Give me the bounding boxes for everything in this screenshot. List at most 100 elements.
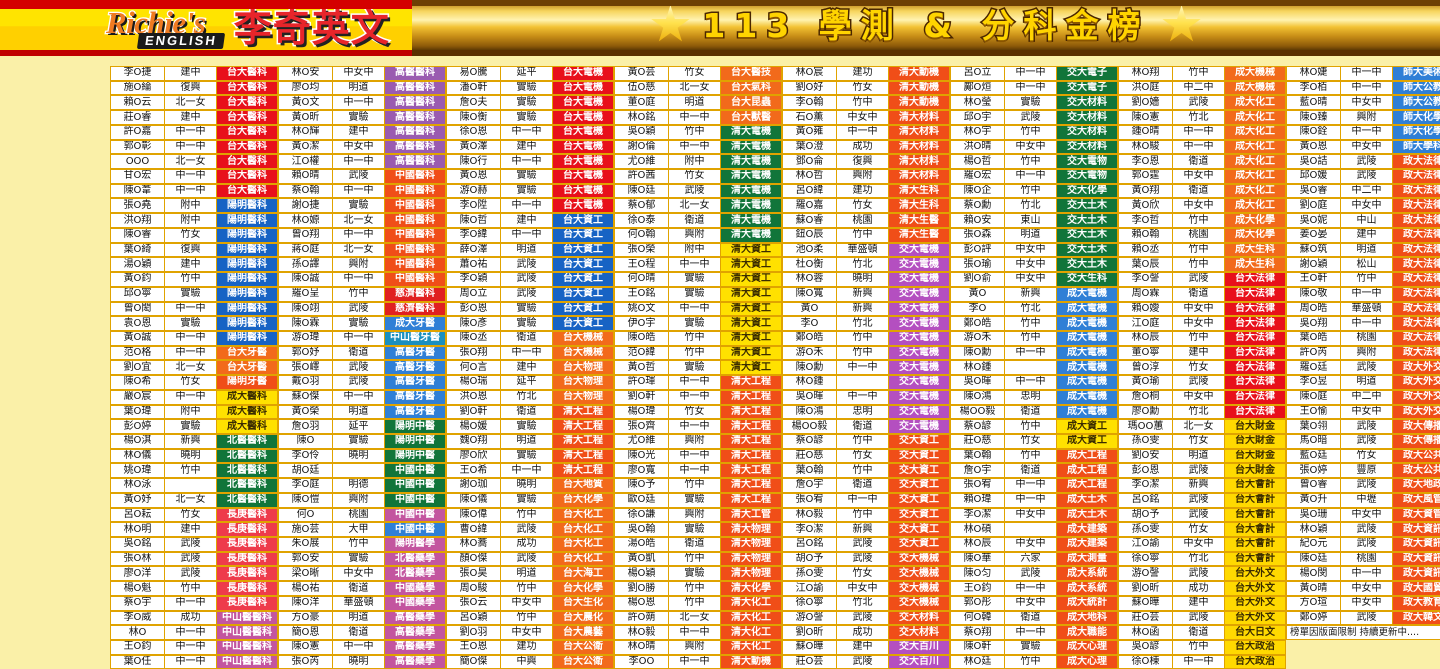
table-row: 陳O鴻 忠明 成大電機 (950, 389, 1118, 405)
student-name: 鄭O婷 (1286, 610, 1340, 626)
table-row: 詹O宇 衛道 交大資工 (782, 478, 950, 493)
student-name: 楊O瑋 (614, 404, 668, 420)
student-name: 黃O昕 (278, 110, 332, 125)
student-school: 中女中 (1340, 595, 1392, 611)
student-school: 中一中 (164, 345, 216, 361)
student-school: 中女中 (1004, 272, 1056, 287)
student-name: 游O赫 (446, 183, 500, 199)
table-row: 廖O均 明道 高醫醫科 (278, 80, 446, 96)
student-school: 中一中 (332, 389, 384, 405)
student-name: 呂O銘 (1118, 492, 1172, 508)
student-school: 中女中 (332, 566, 384, 582)
admitted-department-badge: 中山醫醫科 (216, 610, 278, 626)
student-school: 武陵 (1172, 375, 1224, 390)
student-name: 瑪OO蕙 (1118, 419, 1172, 434)
student-name: 黃O升 (1286, 492, 1340, 508)
admitted-department-badge: 師大公教 (1392, 80, 1440, 96)
student-name: 林O駿 (1118, 139, 1172, 155)
student-name: 陳O睿 (110, 227, 164, 243)
student-school (164, 478, 216, 493)
student-school: 中女中 (332, 66, 384, 81)
admitted-department-badge: 政大韓文 (1392, 610, 1440, 626)
student-name: 黃O (950, 286, 1004, 302)
admitted-department-badge: 高醫醫科 (384, 66, 446, 81)
brand-logo-english: Richie's ENGLISH (105, 6, 225, 49)
student-school: 竹北 (1172, 551, 1224, 567)
admitted-department-badge: 交大資工 (888, 492, 950, 508)
admitted-department-badge: 台大法律 (1224, 404, 1286, 420)
student-school: 衛道 (1004, 463, 1056, 479)
student-school: 中女中 (1004, 537, 1056, 552)
admitted-department-badge: 台大農化 (552, 610, 614, 626)
student-name: 張O婷 (1286, 463, 1340, 479)
admitted-department-badge: 台大化學 (552, 492, 614, 508)
admitted-department-badge: 北醫醫科 (216, 433, 278, 449)
table-row: 陳O彥 實驗 台大資工 (446, 316, 614, 331)
table-row: 范O格 中一中 台大牙醫 (110, 345, 278, 361)
student-name: 魏O翔 (446, 433, 500, 449)
admitted-department-badge: 成大電機 (1056, 286, 1118, 302)
admitted-department-badge: 陽明醫科 (216, 316, 278, 331)
admitted-department-badge: 台大機械 (552, 330, 614, 346)
student-school: 中一中 (668, 257, 720, 273)
student-school: 建中 (1340, 227, 1392, 243)
admitted-department-badge: 台大醫科 (216, 110, 278, 125)
admitted-department-badge: 中國醫科 (384, 169, 446, 184)
student-school: 中一中 (164, 595, 216, 611)
table-row: 陳O臻 興附 師大化學 (1286, 110, 1440, 125)
admitted-department-badge: 陽明醫科 (216, 286, 278, 302)
student-school: 中女中 (1172, 389, 1224, 405)
table-row: 洪O晴 中女中 交大材料 (950, 139, 1118, 155)
student-school (1004, 360, 1056, 376)
student-name: 陳O愷 (278, 492, 332, 508)
table-row: 羅O廷 武陵 政大外交 (1286, 360, 1440, 376)
student-name: 林O辰 (1118, 330, 1172, 346)
student-name: 蔡O翰 (278, 183, 332, 199)
admitted-department-badge: 交大電機 (888, 272, 950, 287)
student-school: 竹中 (500, 581, 552, 596)
admitted-department-badge: 政大資管 (1392, 507, 1440, 523)
admitted-department-badge: 交大電機 (888, 301, 950, 317)
table-row: 徐O泰 衛道 清大電機 (614, 213, 782, 228)
table-row: 紀O元 武陵 政大資訊 (1286, 537, 1440, 552)
student-name: 姚O瑋 (110, 463, 164, 479)
student-school: 豐原 (1340, 463, 1392, 479)
table-row: 陳O敬 中一中 政大法律 (1286, 286, 1440, 302)
table-row: 胡O廷 中國中醫 (278, 463, 446, 479)
table-row: 黃O哲 實驗 清大資工 (614, 360, 782, 376)
student-school: 竹中 (668, 345, 720, 361)
student-name: 林O宸 (782, 66, 836, 81)
admitted-department-badge: 成大工程 (1056, 463, 1118, 479)
student-school: 衛道 (1004, 610, 1056, 626)
admitted-department-badge: 台大外文 (1224, 595, 1286, 611)
column-group-3: 易O騰 延平 台大電機 潘O軒 實驗 台大電機 詹O夫 實驗 台大電機 陳O衡 實驗 台大電機 徐O恩中… (446, 66, 614, 669)
student-name: 廖O欣 (446, 448, 500, 464)
admitted-department-badge: 清大工程 (720, 492, 782, 508)
student-name: 邱O宇 (950, 110, 1004, 125)
student-name: 劉O羽 (446, 625, 500, 641)
table-row: 莊O睿 建中 台大醫科 (110, 110, 278, 125)
student-school: 竹中 (668, 478, 720, 493)
table-row: 鄭O婷 武陵 政大韓文 (1286, 610, 1440, 626)
student-name: 游O瑋 (278, 330, 332, 346)
admitted-department-badge: 北醫醫科 (216, 492, 278, 508)
table-row: 黃O恩 實驗 台大電機 (446, 169, 614, 184)
student-school: 衛道 (836, 419, 888, 434)
student-name: 林O哲 (782, 169, 836, 184)
student-school: 北一女 (164, 95, 216, 111)
student-name: 黃O瑜 (1118, 375, 1172, 390)
table-row: 賴O安 東山 交大土木 (950, 213, 1118, 228)
table-row: 游O赫 實驗 台大電機 (446, 183, 614, 199)
student-school: 竹女 (164, 507, 216, 523)
student-name: 詹O桐 (1118, 389, 1172, 405)
table-row: 蔡O勳 竹北 交大土木 (950, 198, 1118, 214)
student-name: 林O (110, 625, 164, 641)
student-name: 蘇O睿 (782, 213, 836, 228)
admitted-department-badge: 清大工管 (720, 507, 782, 523)
student-name: 吳O銘 (110, 537, 164, 552)
student-school: 竹中 (164, 581, 216, 596)
student-school: 中一中 (1172, 139, 1224, 155)
admitted-department-badge: 清大資工 (720, 286, 782, 302)
admitted-department-badge: 成大化工 (1224, 110, 1286, 125)
table-row: 林O瑩 實驗 交大材料 (950, 95, 1118, 111)
